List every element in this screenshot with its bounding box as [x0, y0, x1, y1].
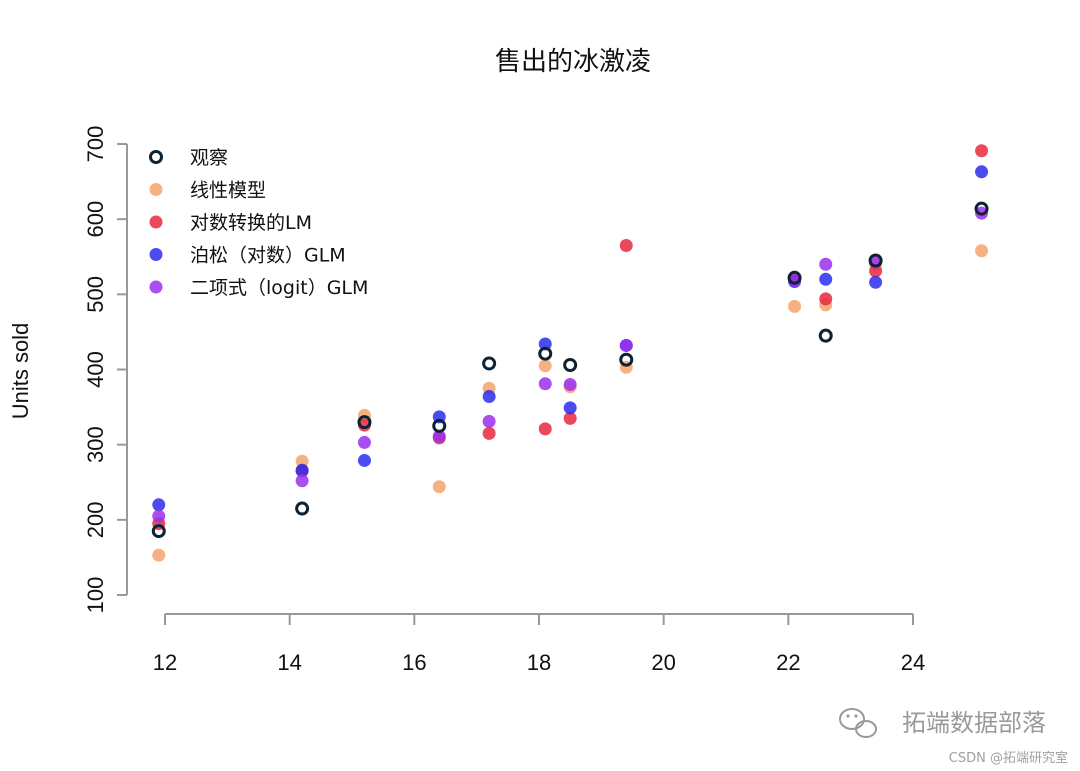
model-point — [538, 422, 552, 436]
model-point — [357, 418, 371, 432]
model-point — [357, 435, 371, 449]
legend-marker — [149, 150, 163, 164]
x-tick-label: 16 — [402, 650, 426, 675]
legend-marker — [149, 183, 163, 196]
model-point — [482, 414, 496, 428]
y-ticks: 100 200 300 400 500 600 700 — [83, 126, 127, 614]
observed-point — [868, 253, 883, 268]
model-point — [788, 299, 802, 313]
legend-marker — [149, 215, 163, 229]
model-point — [152, 548, 166, 562]
model-point — [819, 292, 833, 306]
legend-label: 二项式（logit）GLM — [190, 277, 368, 299]
model-point — [563, 411, 577, 425]
y-tick-label: 100 — [83, 577, 108, 614]
y-tick-label: 400 — [83, 351, 108, 388]
x-tick-label: 24 — [901, 650, 925, 675]
y-tick-label: 300 — [83, 426, 108, 463]
legend-label: 观察 — [190, 147, 228, 169]
legend-marker — [149, 280, 163, 294]
model-point — [563, 378, 577, 392]
y-tick-label: 600 — [83, 201, 108, 238]
x-tick-label: 22 — [776, 650, 800, 675]
observed-point — [563, 357, 578, 372]
model-point — [975, 244, 989, 258]
model-point — [152, 509, 166, 523]
wechat-icon — [839, 708, 877, 738]
y-axis-label: Units sold — [8, 323, 33, 420]
model-point — [869, 275, 883, 289]
watermark-main-text: 拓端数据部落 — [902, 709, 1046, 737]
x-tick-label: 20 — [651, 650, 675, 675]
model-point — [619, 338, 633, 352]
model-point — [152, 498, 166, 512]
x-tick-label: 14 — [277, 650, 301, 675]
legend-label: 线性模型 — [190, 180, 266, 202]
model-point — [819, 257, 833, 271]
y-tick-label: 700 — [83, 126, 108, 163]
model-point — [538, 377, 552, 391]
observed-point — [357, 415, 372, 430]
observed-point — [974, 201, 989, 216]
chart-title: 售出的冰激凌 — [495, 47, 651, 77]
model-point — [975, 165, 989, 179]
model-point — [295, 463, 309, 477]
model-point — [482, 390, 496, 404]
x-ticks: 12 14 16 18 20 22 24 — [153, 614, 925, 675]
legend-marker — [149, 248, 163, 261]
model-point — [538, 337, 552, 351]
observed-point — [619, 352, 634, 367]
y-tick-label: 200 — [83, 501, 108, 538]
watermark-sub-text: CSDN @拓端研究室 — [949, 750, 1068, 766]
x-tick-label: 12 — [153, 650, 177, 675]
x-tick-label: 18 — [527, 650, 551, 675]
model-point — [482, 426, 496, 440]
model-point — [357, 453, 371, 467]
legend-label: 泊松（对数）GLM — [190, 245, 346, 267]
model-point — [563, 401, 577, 415]
model-point — [432, 480, 446, 494]
watermark: 拓端数据部落 CSDN @拓端研究室 — [839, 708, 1068, 766]
legend-label: 对数转换的LM — [190, 212, 312, 234]
model-point — [538, 359, 552, 373]
observed-point — [295, 501, 310, 516]
model-point — [432, 429, 446, 443]
model-point — [295, 454, 309, 468]
model-point — [869, 264, 883, 278]
observed-point — [432, 418, 447, 433]
observed-point — [538, 346, 553, 361]
model-point — [788, 274, 802, 288]
model-point — [619, 238, 633, 252]
model-point — [975, 144, 989, 158]
observed-point — [818, 328, 833, 343]
model-point — [819, 272, 833, 286]
observed-point — [151, 524, 166, 539]
model-point — [295, 474, 309, 488]
data-points — [151, 144, 989, 562]
observed-point — [787, 270, 802, 285]
y-tick-label: 500 — [83, 276, 108, 313]
observed-point — [482, 356, 497, 371]
